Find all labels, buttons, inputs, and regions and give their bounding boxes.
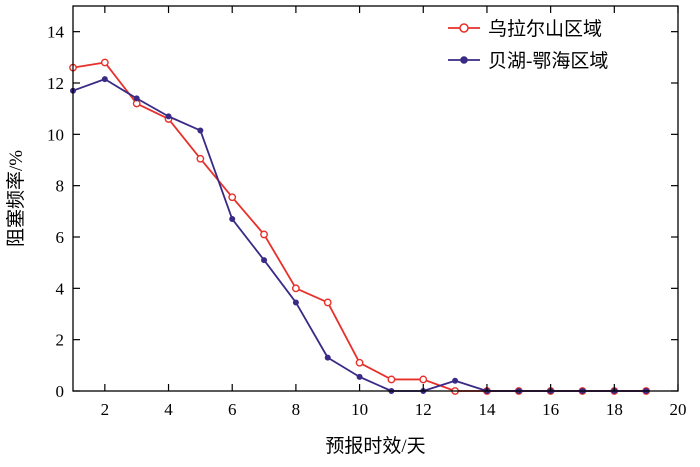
legend-label-2: 贝湖-鄂海区域 [488, 50, 608, 72]
data-point-series-2 [197, 127, 204, 134]
plot-layer [69, 58, 651, 395]
data-point-series-2 [133, 95, 140, 102]
data-point-series-1 [196, 154, 205, 163]
x-tick-label: 6 [228, 400, 237, 419]
data-point-series-1 [291, 284, 300, 293]
x-tick-label: 20 [670, 400, 687, 419]
data-point-series-2 [261, 257, 268, 264]
y-tick-label: 8 [56, 177, 65, 196]
series-line-2 [72, 78, 647, 392]
data-point-series-2 [324, 354, 331, 361]
data-point-series-1 [323, 298, 332, 307]
data-point-series-1 [419, 375, 428, 384]
data-point-series-2 [452, 377, 459, 384]
y-tick-label: 2 [56, 331, 65, 350]
y-tick-label: 4 [56, 279, 65, 298]
legend-marker-2 [460, 56, 468, 64]
y-axis-title: 阻塞频率/% [5, 150, 27, 247]
x-tick-label: 12 [415, 400, 432, 419]
y-tick-label: 6 [56, 228, 65, 247]
x-tick-label: 8 [292, 400, 301, 419]
y-tick-label: 10 [47, 125, 64, 144]
data-point-series-1 [228, 193, 237, 202]
plot-frame [72, 5, 679, 392]
data-point-series-1 [355, 358, 364, 367]
data-point-series-1 [100, 58, 109, 67]
axis-layer: 2 4 6 8 10 12 14 16 18 20 0 2 4 6 8 10 12 14 [47, 5, 687, 419]
data-point-series-2 [292, 299, 299, 306]
data-point-series-2 [101, 76, 108, 83]
data-point-series-1 [260, 230, 268, 239]
legend-label-1: 乌拉尔山区域 [488, 18, 602, 40]
data-point-series-1 [387, 375, 396, 384]
x-axis-title: 预报时效/天 [325, 435, 425, 457]
x-tick-label: 2 [101, 400, 110, 419]
x-tick-label: 4 [164, 400, 173, 419]
data-point-series-2 [229, 216, 236, 223]
data-point-series-2 [356, 373, 363, 380]
x-tick-label: 18 [606, 400, 623, 419]
x-tick-label: 16 [542, 400, 559, 419]
data-point-series-2 [165, 113, 172, 120]
x-tick-label: 10 [351, 400, 368, 419]
y-tick-label: 12 [47, 74, 64, 93]
y-tick-label: 14 [47, 23, 65, 42]
x-tick-label: 14 [478, 400, 496, 419]
y-tick-label: 0 [56, 382, 65, 401]
legend-marker-1 [459, 23, 469, 33]
